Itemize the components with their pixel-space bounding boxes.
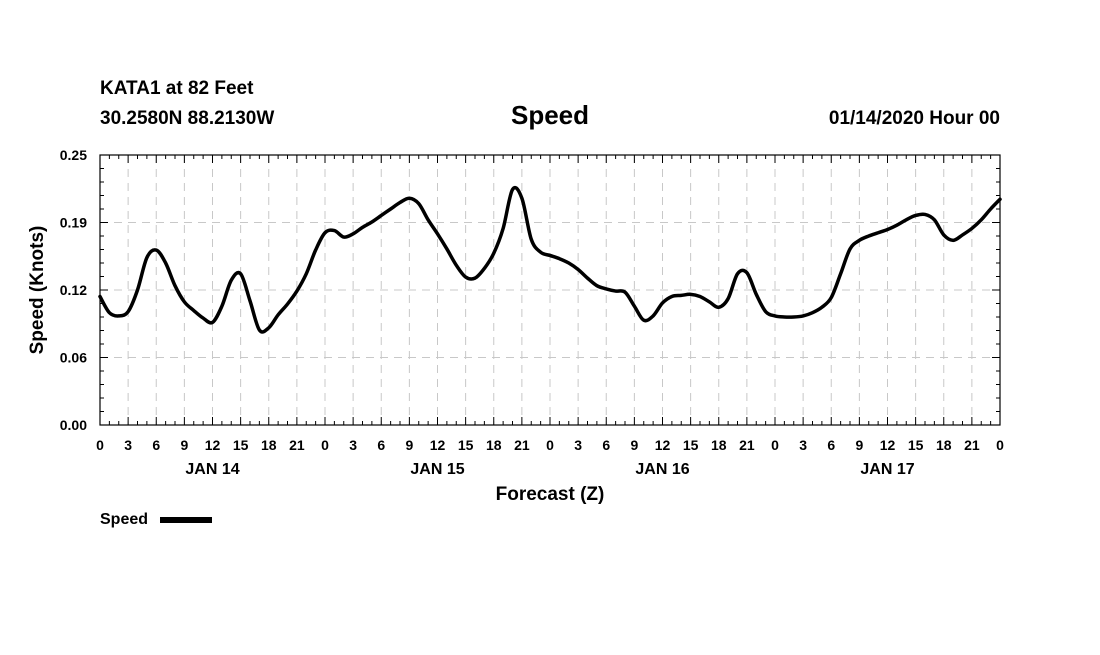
x-tick-label: 6 (377, 437, 385, 453)
x-tick-label: 3 (799, 437, 807, 453)
x-tick-label: 12 (430, 437, 446, 453)
run-time-label: 01/14/2020 Hour 00 (829, 108, 1000, 129)
series-layer (98, 185, 1002, 334)
plot-frame (99, 154, 1001, 426)
x-tick-label: 21 (289, 437, 305, 453)
x-tick-label: 9 (855, 437, 863, 453)
x-tick-label: 21 (739, 437, 755, 453)
x-tick-labels: 0 3 6 9 12 15 18 21 0 3 6 9 12 15 18 21 0 3 6 9 12 15 18 21 0 3 6 9… (96, 437, 1004, 453)
chart-title: Speed (511, 100, 589, 130)
y-tick-label: 0.25 (60, 147, 87, 163)
x-tick-label: 6 (602, 437, 610, 453)
x-tick-label: 15 (233, 437, 249, 453)
x-tick-label: 0 (996, 437, 1004, 453)
legend: Speed (100, 511, 212, 528)
x-tick-label: 15 (908, 437, 924, 453)
x-tick-label: 9 (405, 437, 413, 453)
y-axis-title: Speed (Knots) (27, 226, 48, 355)
x-tick-label: 9 (630, 437, 638, 453)
x-tick-label: 3 (124, 437, 132, 453)
series-line-speed (98, 185, 1002, 334)
x-tick-label: 6 (152, 437, 160, 453)
y-tick-label: 0.19 (60, 215, 87, 231)
x-tick-label: 18 (486, 437, 502, 453)
day-label: JAN 17 (860, 461, 914, 478)
x-tick-label: 6 (827, 437, 835, 453)
grid-lines (100, 155, 1000, 425)
x-tick-label: 18 (711, 437, 727, 453)
x-tick-label: 3 (574, 437, 582, 453)
x-tick-label: 12 (655, 437, 671, 453)
x-axis-title: Forecast (Z) (496, 484, 605, 505)
legend-swatch (160, 517, 212, 523)
day-label: JAN 15 (410, 461, 464, 478)
x-tick-label: 3 (349, 437, 357, 453)
y-tick-label: 0.00 (60, 417, 87, 433)
location-label: 30.2580N 88.2130W (100, 108, 274, 129)
x-tick-label: 21 (514, 437, 530, 453)
legend-label: Speed (100, 511, 148, 528)
day-label: JAN 14 (185, 461, 239, 478)
x-tick-label: 12 (205, 437, 221, 453)
y-tick-label: 0.06 (60, 350, 87, 366)
x-tick-label: 21 (964, 437, 980, 453)
x-tick-label: 0 (771, 437, 779, 453)
x-tick-label: 0 (546, 437, 554, 453)
x-tick-label: 9 (180, 437, 188, 453)
y-tick-labels: 0.00 0.06 0.12 0.19 0.25 (60, 147, 87, 433)
day-label: JAN 16 (635, 461, 689, 478)
x-tick-label: 15 (683, 437, 699, 453)
x-tick-label: 0 (96, 437, 104, 453)
x-tick-label: 15 (458, 437, 474, 453)
day-labels: JAN 14 JAN 15 JAN 16 JAN 17 (185, 461, 914, 478)
y-tick-label: 0.12 (60, 282, 87, 298)
x-tick-label: 0 (321, 437, 329, 453)
x-tick-label: 18 (261, 437, 277, 453)
station-label: KATA1 at 82 Feet (100, 78, 254, 99)
x-tick-label: 18 (936, 437, 952, 453)
x-tick-label: 12 (880, 437, 896, 453)
